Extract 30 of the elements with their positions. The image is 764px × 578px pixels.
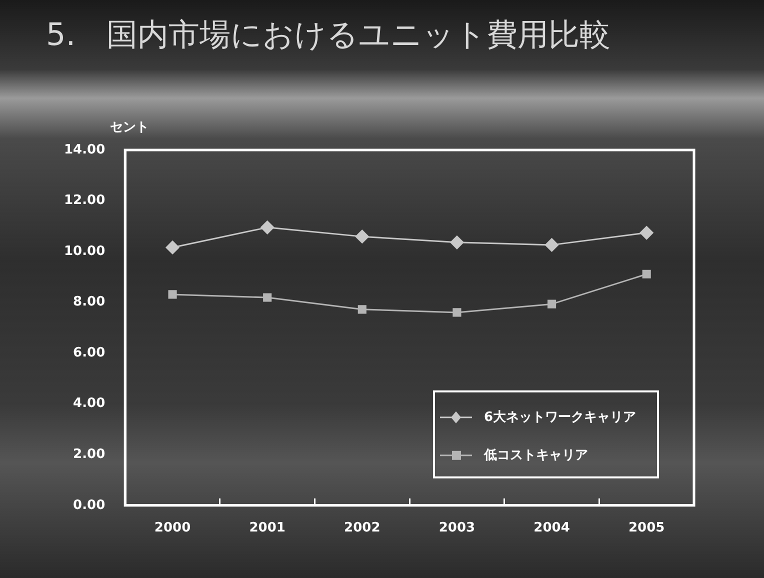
x-tick-label: 2003: [438, 520, 476, 536]
point: [260, 220, 274, 234]
y-tick-label: 4.00: [73, 396, 106, 412]
point: [166, 240, 180, 254]
y-tick-label: 6.00: [73, 345, 106, 360]
x-tick-label: 2005: [628, 520, 665, 536]
point: [358, 305, 366, 314]
legend-label: 6大ネットワークキャリア: [484, 410, 636, 425]
y-axis-title: セント: [110, 120, 149, 135]
point: [263, 293, 272, 302]
x-tick-label: 2000: [154, 520, 191, 536]
point: [640, 226, 654, 240]
y-tick-label: 10.00: [64, 244, 106, 259]
legend-label: 低コストキャリア: [483, 448, 588, 463]
point: [168, 290, 177, 299]
y-tick-label: 8.00: [73, 294, 106, 310]
y-tick-label: 2.00: [73, 447, 106, 462]
x-tick-label: 2001: [249, 520, 286, 536]
point: [545, 238, 559, 252]
point: [355, 230, 369, 244]
point: [642, 270, 651, 278]
y-tick-label: 14.00: [64, 142, 106, 158]
point: [450, 236, 464, 250]
y-tick-label: 0.00: [73, 498, 106, 513]
x-tick-label: 2004: [534, 520, 570, 536]
chart-title: 5. 国内市場におけるユニット費用比較: [46, 16, 611, 55]
point: [452, 308, 462, 317]
point: [547, 300, 556, 308]
x-tick-label: 2002: [344, 520, 380, 536]
y-tick-label: 12.00: [64, 193, 106, 208]
